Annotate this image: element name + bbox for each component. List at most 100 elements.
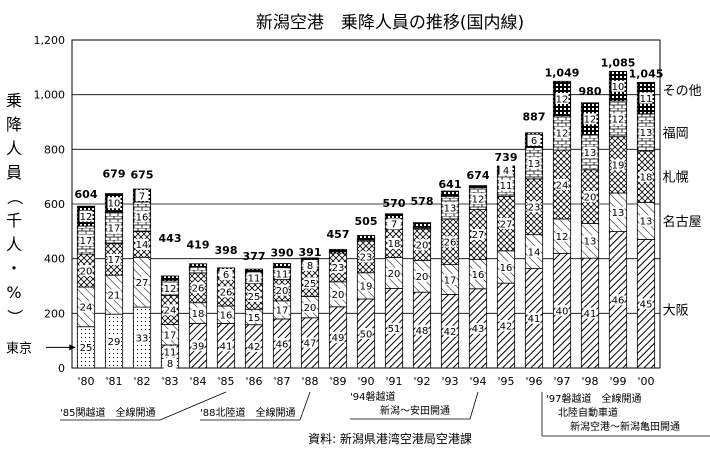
y-axis-label-char: 乗 [6, 91, 22, 110]
share-label-bg [583, 235, 597, 247]
share-label: 12 [556, 129, 569, 140]
total-label: 377 [243, 250, 266, 263]
y-axis-label: 乗降人員（千人・%） [5, 91, 24, 325]
x-tick-label: '87 [273, 375, 290, 388]
share-label: 6 [223, 270, 229, 281]
share-label: 26 [192, 284, 205, 295]
bar-segment [440, 190, 460, 197]
share-label-bg [135, 276, 149, 288]
annotation: 北陸自動車道 [558, 406, 618, 419]
share-label: 41 [584, 309, 597, 320]
total-label: 980 [579, 85, 602, 98]
share-label-bg [191, 307, 205, 319]
annotation-connector [299, 391, 311, 421]
share-label-bg [359, 280, 373, 292]
share-label-bg [583, 191, 597, 203]
share-label-bg [555, 92, 569, 104]
share-label: 18 [640, 172, 653, 183]
share-label-bg [443, 236, 457, 248]
series-label: 札幌 [663, 170, 689, 186]
share-label-bg [499, 164, 513, 176]
x-tick-label: '83 [161, 375, 178, 388]
share-label-bg [527, 201, 541, 213]
share-label-bg [219, 340, 233, 352]
share-label-bg [499, 218, 513, 230]
annotation: 新潟空港～新潟亀田開通 [570, 420, 680, 433]
share-label: 8 [167, 359, 173, 370]
y-tick-label: 600 [44, 198, 65, 211]
share-label: 23 [332, 263, 345, 274]
share-label: 39 [192, 341, 205, 352]
share-label-bg [219, 309, 233, 321]
total-label: 1,085 [601, 56, 636, 69]
x-tick-label: '85 [217, 375, 234, 388]
bar-segment [188, 266, 208, 274]
x-tick-label: '99 [609, 375, 626, 388]
share-label: 41 [528, 314, 541, 325]
share-label: 42 [500, 321, 513, 332]
x-tick-label: '90 [357, 375, 374, 388]
share-label: 17 [164, 331, 177, 342]
share-label-bg [135, 211, 149, 223]
share-label-bg [555, 305, 569, 317]
total-label: 398 [215, 244, 238, 257]
x-tick-label: '91 [385, 375, 402, 388]
bar-segment [160, 275, 180, 282]
bar-segment [384, 213, 404, 219]
share-label-bg [415, 270, 429, 282]
share-label: 16 [136, 213, 149, 224]
y-axis-label-char: % [6, 283, 21, 302]
share-label: 25 [304, 279, 317, 290]
bar-segment [244, 268, 264, 273]
share-label: 42 [444, 327, 457, 338]
share-label-bg [163, 304, 177, 316]
annotation: '97磐越道 全線開通 [546, 392, 641, 405]
x-tick-label: '94 [469, 375, 486, 388]
share-label-bg [415, 239, 429, 251]
share-label-bg [527, 312, 541, 324]
share-label: 49 [332, 333, 345, 344]
share-label: 46 [612, 296, 625, 307]
share-label-bg [471, 322, 485, 334]
share-label-bg [247, 311, 261, 323]
annotation: 新潟～安田開通 [380, 404, 450, 417]
y-axis-ticks: 0 200 400 600 800 1,000 1,200 [34, 34, 66, 375]
share-label: 21 [108, 290, 121, 301]
total-label: 443 [159, 232, 182, 245]
share-label: 14 [136, 240, 149, 251]
total-label: 419 [187, 238, 210, 251]
share-label-bg [191, 340, 205, 352]
share-label: 46 [276, 339, 289, 350]
share-label-bg [527, 134, 541, 146]
share-label-bg [275, 268, 289, 280]
bar-segment [412, 222, 432, 228]
share-label: 13 [640, 217, 653, 228]
x-tick-label: '95 [497, 375, 514, 388]
share-label: 13 [444, 203, 457, 214]
share-label-bg [387, 237, 401, 249]
total-label: 1,049 [545, 66, 580, 79]
share-label: 24 [556, 180, 569, 191]
share-label: 12 [80, 212, 93, 223]
total-label: 674 [467, 169, 490, 182]
share-label: 24 [80, 303, 93, 314]
share-label-bg [247, 272, 261, 284]
total-label: 641 [439, 178, 462, 191]
total-label: 390 [271, 246, 294, 259]
share-label-bg [79, 265, 93, 277]
bar-segment [468, 185, 488, 188]
x-tick-label: '96 [525, 375, 542, 388]
share-label-bg [387, 218, 401, 230]
share-label: 17 [108, 224, 121, 235]
bar-segment [272, 263, 292, 269]
share-label-bg [107, 222, 121, 234]
share-label: 12 [584, 115, 597, 126]
share-label: 51 [388, 324, 401, 335]
share-label: 14 [528, 247, 541, 258]
share-label-bg [639, 171, 653, 183]
share-label: 12 [556, 94, 569, 105]
share-label: 12 [164, 284, 177, 295]
share-label-bg [331, 288, 345, 300]
